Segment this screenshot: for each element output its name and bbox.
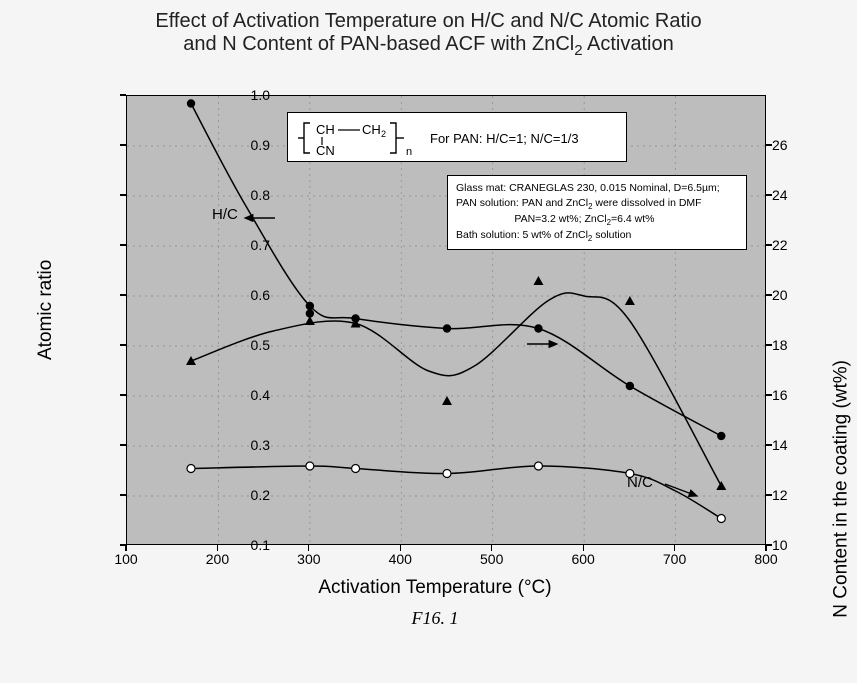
y1-tick-1: 1.0 (251, 87, 270, 103)
plot-svg (127, 96, 767, 546)
chart-container: n CH CH 2 CN For PAN: H/C=1; N/C=1/3 Gla… (40, 85, 830, 635)
y2-tick-14: 14 (772, 437, 788, 453)
y2-tick-12: 12 (772, 487, 788, 503)
svg-text:CN: CN (316, 143, 335, 157)
y1-tick-0.5: 0.5 (251, 337, 270, 353)
y1-tick-0.9: 0.9 (251, 137, 270, 153)
chart-title: Effect of Activation Temperature on H/C … (0, 0, 857, 63)
formula-text: For PAN: H/C=1; N/C=1/3 (430, 131, 579, 146)
series-label-hc: H/C (212, 206, 238, 223)
info-line: Glass mat: CRANEGLAS 230, 0.015 Nominal,… (456, 181, 738, 196)
y2-tick-18: 18 (772, 337, 788, 353)
y2-tick-24: 24 (772, 187, 788, 203)
title-line-2: and N Content of PAN-based ACF with ZnCl… (40, 33, 817, 59)
info-line: PAN=3.2 wt%; ZnCl2=6.4 wt% (456, 212, 738, 228)
title-line-1: Effect of Activation Temperature on H/C … (40, 10, 817, 33)
y1-tick-0.3: 0.3 (251, 437, 270, 453)
y2-tick-22: 22 (772, 237, 788, 253)
x-tick-400: 400 (389, 551, 412, 567)
y1-tick-0.1: 0.1 (251, 537, 270, 553)
x-tick-300: 300 (297, 551, 320, 567)
svg-text:n: n (406, 146, 412, 157)
y2-tick-20: 20 (772, 287, 788, 303)
y2-tick-16: 16 (772, 387, 788, 403)
x-axis-label: Activation Temperature (°C) (318, 577, 551, 599)
x-tick-700: 700 (663, 551, 686, 567)
x-tick-800: 800 (754, 551, 777, 567)
y2-tick-26: 26 (772, 137, 788, 153)
y2-axis-label: N Content in the coating (wt%) (831, 360, 853, 618)
formula-box: n CH CH 2 CN For PAN: H/C=1; N/C=1/3 (287, 112, 627, 162)
y1-tick-0.2: 0.2 (251, 487, 270, 503)
formula-structure-icon: n CH CH 2 CN (298, 119, 416, 157)
y1-tick-0.6: 0.6 (251, 287, 270, 303)
x-tick-200: 200 (206, 551, 229, 567)
info-line: Bath solution: 5 wt% of ZnCl2 solution (456, 228, 738, 244)
figure-number: F16. 1 (412, 608, 459, 629)
y1-axis-label: Atomic ratio (35, 260, 57, 360)
info-line: PAN solution: PAN and ZnCl2 were dissolv… (456, 196, 738, 212)
y1-tick-0.8: 0.8 (251, 187, 270, 203)
info-box: Glass mat: CRANEGLAS 230, 0.015 Nominal,… (447, 175, 747, 250)
y1-tick-0.4: 0.4 (251, 387, 270, 403)
svg-text:CH: CH (362, 122, 381, 137)
svg-text:CH: CH (316, 122, 335, 137)
y1-tick-0.7: 0.7 (251, 237, 270, 253)
svg-text:2: 2 (381, 129, 386, 139)
x-axis-label-text: Activation Temperature (°C) (318, 577, 551, 598)
x-tick-500: 500 (480, 551, 503, 567)
plot-area: n CH CH 2 CN For PAN: H/C=1; N/C=1/3 Gla… (126, 95, 766, 545)
x-tick-600: 600 (571, 551, 594, 567)
series-label-nc: N/C (627, 474, 653, 491)
x-tick-100: 100 (114, 551, 137, 567)
